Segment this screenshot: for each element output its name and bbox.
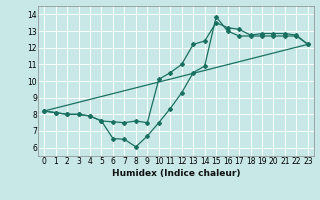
X-axis label: Humidex (Indice chaleur): Humidex (Indice chaleur)	[112, 169, 240, 178]
